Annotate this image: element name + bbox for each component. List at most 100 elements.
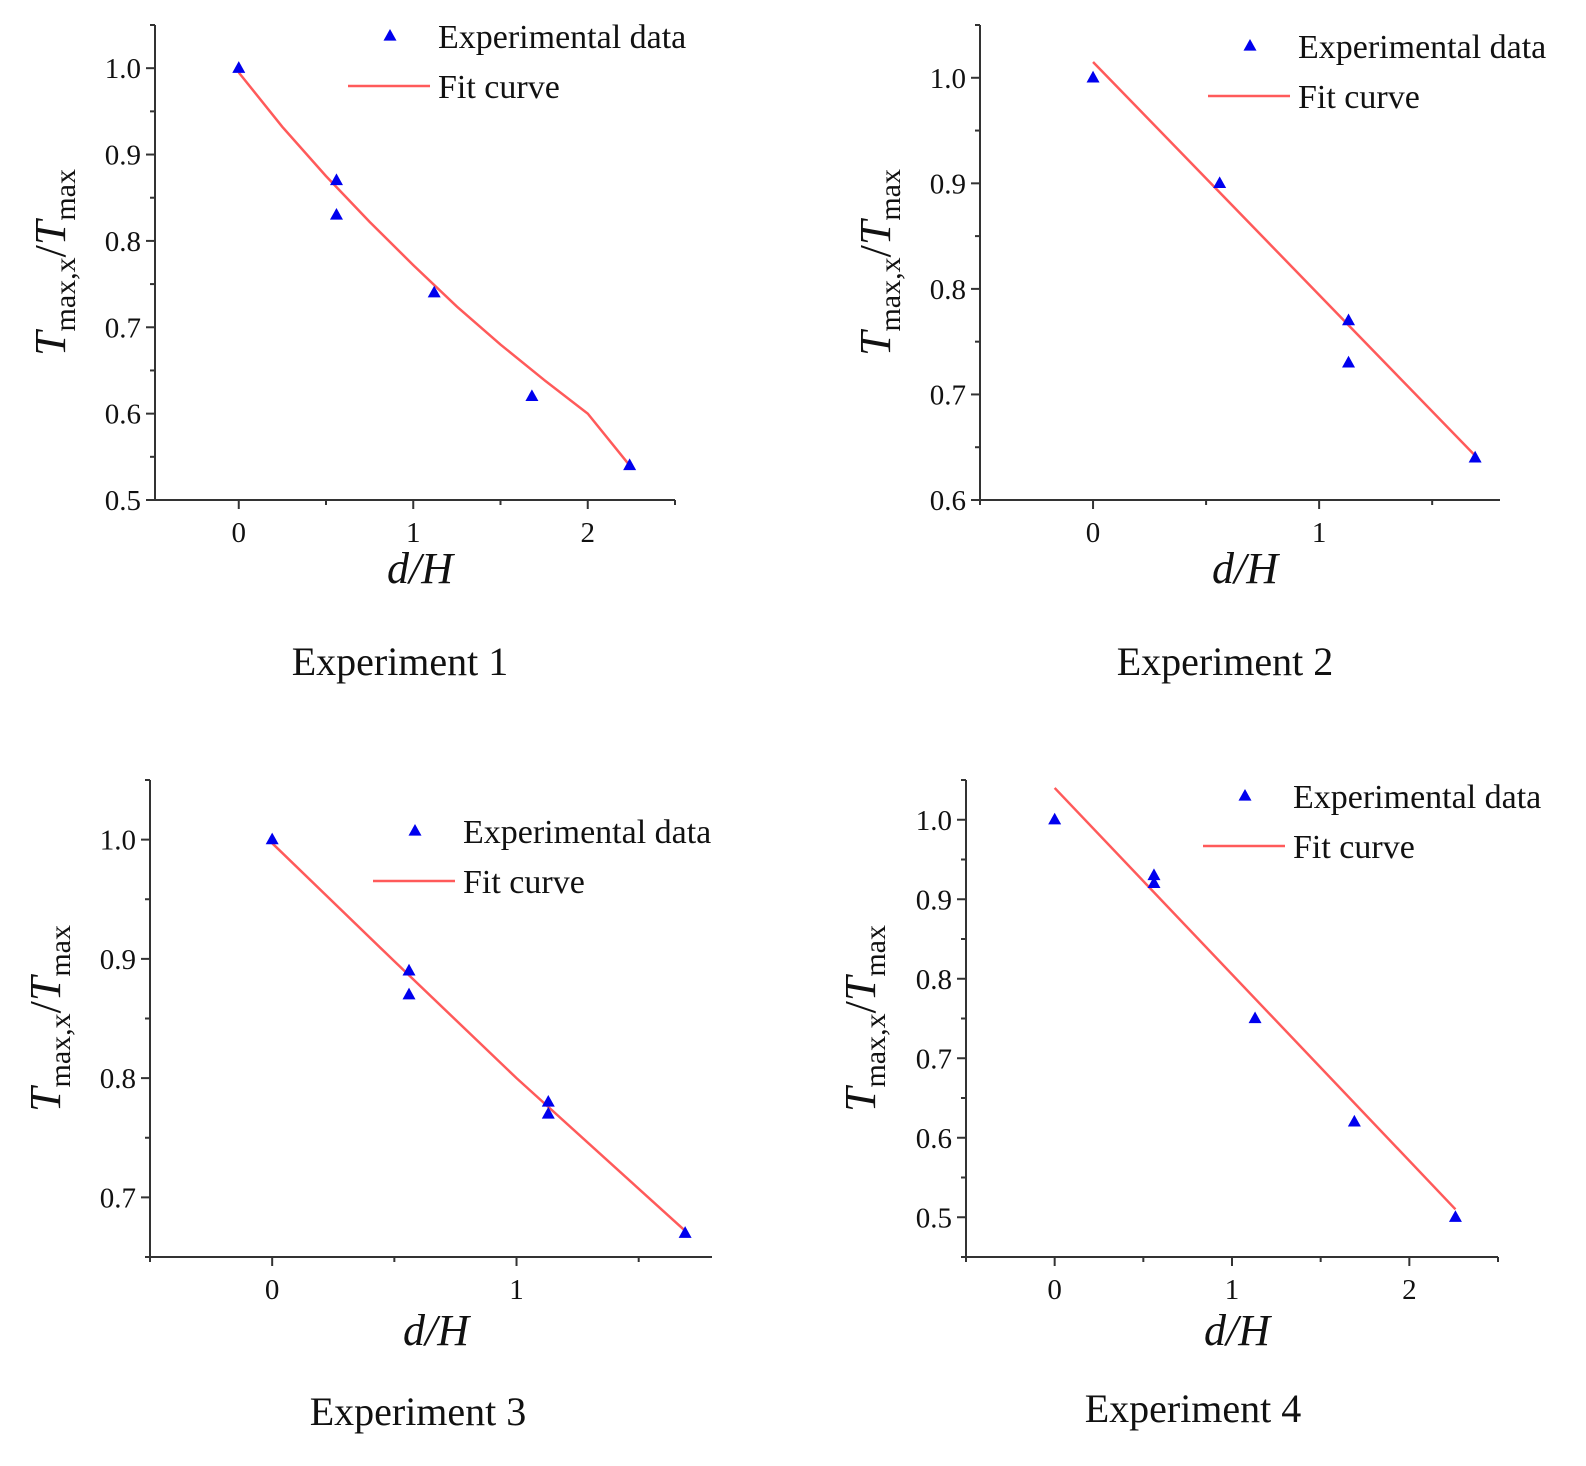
y-tick-label: 0.6 xyxy=(916,1123,952,1155)
y-tick-label: 0.9 xyxy=(930,168,966,200)
legend-label-data: Experimental data xyxy=(438,19,686,56)
x-axis-label: d/H xyxy=(387,544,455,593)
y-axis-label-part: T xyxy=(851,217,900,245)
x-tick-label: 0 xyxy=(265,1274,280,1306)
chart-caption: Experiment 1 xyxy=(292,639,509,684)
chart-experiment-4: 0 1 2 0.5 0.6 0.7 0.8 0.9 1.0 Experimental data Fi… xyxy=(836,779,1541,1431)
y-tick-label: 0.8 xyxy=(930,274,966,306)
legend-label-data: Experimental data xyxy=(1298,29,1546,66)
chart-caption: Experiment 2 xyxy=(1117,639,1334,684)
y-axis-label-part: max xyxy=(874,169,907,221)
fit-curve-line xyxy=(1092,61,1477,457)
data-point-marker xyxy=(1147,868,1161,881)
chart-experiment-1: 0 1 2 0.5 0.6 0.7 0.8 0.9 1.0 Experimental data Fi… xyxy=(26,19,686,684)
y-tick-label: 0.6 xyxy=(105,399,141,431)
chart-caption: Experiment 4 xyxy=(1085,1386,1302,1431)
x-tick-label: 1 xyxy=(1312,517,1327,549)
x-axis-label: d/H xyxy=(403,1306,471,1355)
y-tick-label: 0.6 xyxy=(930,485,966,517)
fit-curve-line xyxy=(1053,787,1457,1211)
y-axis-label-part: T xyxy=(851,328,900,356)
y-tick-label: 0.7 xyxy=(916,1043,952,1075)
y-tick-label: 0.8 xyxy=(105,226,141,258)
x-tick-label: 2 xyxy=(581,517,596,549)
y-tick-label: 0.5 xyxy=(916,1202,952,1234)
chart-experiment-3: 0 1 0.7 0.8 0.9 1.0 Experimental data Fit curve… xyxy=(21,779,712,1434)
legend-marker-icon xyxy=(408,823,422,836)
y-axis-label: Tmax,x/Tmax xyxy=(21,925,77,1112)
data-point-marker xyxy=(623,458,637,471)
data-point-marker xyxy=(329,207,343,220)
y-tick-label: 0.9 xyxy=(100,944,136,976)
x-tick-label: 0 xyxy=(232,517,247,549)
y-axis-label-part: T xyxy=(26,328,75,356)
y-tick-label: 0.8 xyxy=(100,1063,136,1095)
legend-label-fit: Fit curve xyxy=(1293,829,1415,866)
y-axis-label-part: max,x xyxy=(44,1013,77,1087)
legend-marker-icon xyxy=(1238,788,1252,801)
data-point-marker xyxy=(1448,1210,1462,1222)
chart-caption: Experiment 3 xyxy=(310,1389,527,1434)
data-point-marker xyxy=(1342,313,1356,326)
legend-label-data: Experimental data xyxy=(1293,779,1541,816)
data-point-marker xyxy=(1347,1114,1361,1127)
data-point-marker xyxy=(678,1226,692,1238)
y-axis-label-part: T xyxy=(26,217,75,245)
legend: Experimental data Fit curve xyxy=(348,19,686,106)
data-point-marker xyxy=(232,61,246,73)
y-tick-label: 1.0 xyxy=(105,53,141,85)
x-tick-label: 0 xyxy=(1047,1274,1062,1306)
legend: Experimental data Fit curve xyxy=(1208,29,1546,116)
y-axis-label: Tmax,x/Tmax xyxy=(26,169,82,356)
data-point-marker xyxy=(1048,812,1062,825)
y-axis-label-part: max xyxy=(44,925,77,977)
y-tick-label: 0.7 xyxy=(105,312,141,344)
y-tick-label: 0.9 xyxy=(916,884,952,916)
x-axis-label: d/H xyxy=(1212,544,1280,593)
y-axis-label-part: / xyxy=(26,244,75,257)
y-tick-label: 0.9 xyxy=(105,140,141,172)
x-tick-label: 1 xyxy=(509,1274,524,1306)
x-axis-label: d/H xyxy=(1204,1306,1272,1355)
fit-curve-line xyxy=(237,71,631,467)
y-axis-label: Tmax,x/Tmax xyxy=(851,169,907,356)
y-tick-label: 0.7 xyxy=(930,379,966,411)
fit-curve-line xyxy=(271,842,686,1232)
data-point-marker xyxy=(1248,1011,1262,1024)
legend-label-fit: Fit curve xyxy=(438,69,560,106)
chart-experiment-2: 0 1 0.6 0.7 0.8 0.9 1.0 Experimental data Fit cu… xyxy=(851,24,1546,684)
y-axis-label-part: T xyxy=(21,973,70,1001)
data-point-marker xyxy=(402,963,416,976)
legend: Experimental data Fit curve xyxy=(373,814,711,901)
y-axis-label-part: T xyxy=(836,1084,885,1112)
data-point-marker xyxy=(1468,450,1482,463)
x-tick-label: 0 xyxy=(1086,517,1101,549)
legend-marker-icon xyxy=(1243,38,1257,51)
y-tick-label: 0.5 xyxy=(105,485,141,517)
y-axis-label-part: / xyxy=(836,1000,885,1013)
y-axis-label-part: max xyxy=(859,925,892,977)
y-axis-label-part: max,x xyxy=(859,1013,892,1087)
y-tick-label: 0.8 xyxy=(916,964,952,996)
data-point-marker xyxy=(525,389,539,402)
x-tick-label: 1 xyxy=(1225,1274,1240,1306)
data-point-marker xyxy=(1086,70,1100,83)
y-tick-label: 1.0 xyxy=(916,805,952,837)
data-point-marker xyxy=(329,173,343,186)
legend: Experimental data Fit curve xyxy=(1203,779,1541,866)
y-axis-label-part: T xyxy=(836,973,885,1001)
data-point-marker xyxy=(1342,355,1356,368)
y-tick-label: 0.7 xyxy=(100,1182,136,1214)
y-tick-label: 1.0 xyxy=(930,63,966,95)
legend-marker-icon xyxy=(383,28,397,41)
data-point-marker xyxy=(402,987,416,1000)
y-axis-label-part: max,x xyxy=(49,257,82,331)
y-axis-label-part: / xyxy=(21,1000,70,1013)
y-axis-label-part: / xyxy=(851,244,900,257)
y-axis-label: Tmax,x/Tmax xyxy=(836,925,892,1112)
y-tick-label: 1.0 xyxy=(100,825,136,857)
data-point-marker xyxy=(1147,876,1161,889)
data-point-marker xyxy=(541,1094,555,1107)
data-point-marker xyxy=(541,1106,555,1119)
